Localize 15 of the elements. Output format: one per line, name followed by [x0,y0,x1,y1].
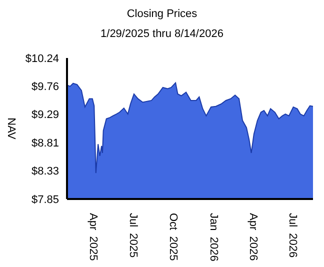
y-tick-label: $9.76 [31,81,59,94]
y-tick-label: $8.81 [31,137,59,150]
chart-title: Closing Prices [126,8,198,20]
y-tick-label: $9.29 [31,108,59,121]
x-tick-label: Apr 2026 [246,213,259,261]
y-axis-title: NAV [5,118,18,140]
chart-subtitle: 1/29/2025 thru 8/14/2026 [100,28,224,40]
x-tick-label: Apr 2025 [87,213,100,261]
x-tick-label: Jan 2026 [208,213,220,262]
y-tick-label: $10.24 [25,52,59,65]
y-tick-label: $8.33 [31,166,59,178]
x-tick-label: Jul 2025 [126,213,139,258]
y-tick-label: $7.85 [31,194,59,206]
x-tick-label: Jul 2026 [286,213,299,258]
x-tick-label: Oct 2025 [167,213,180,261]
